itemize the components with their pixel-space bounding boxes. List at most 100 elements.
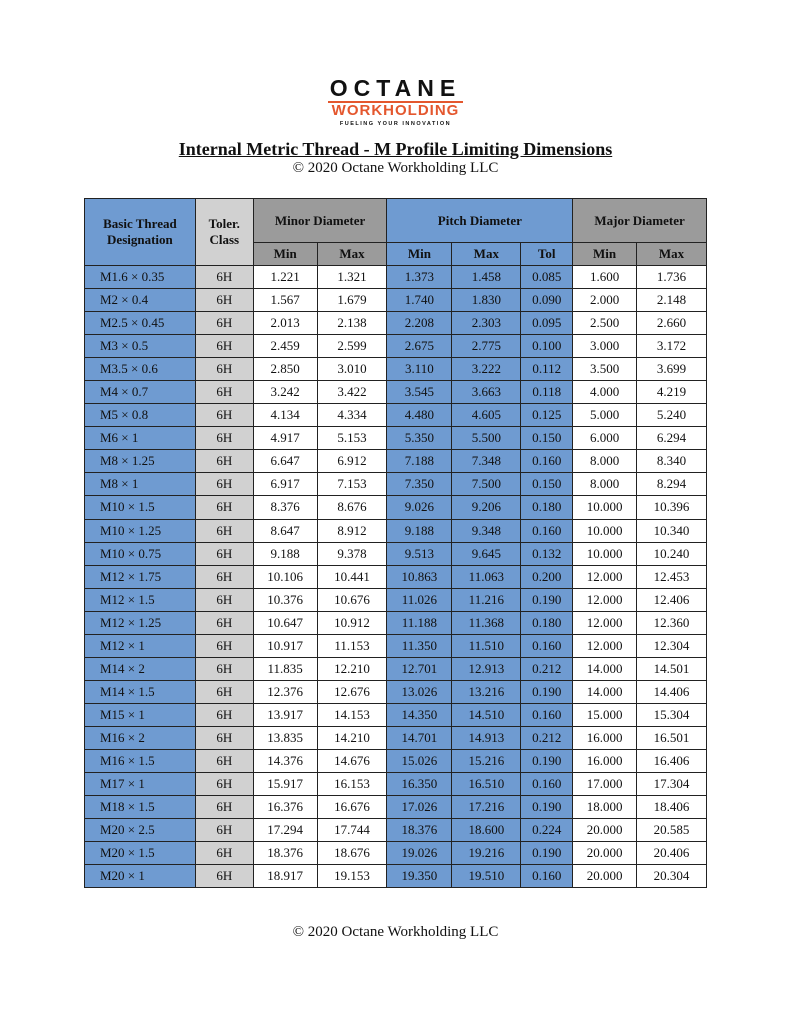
cell-minor-max: 10.676: [316, 587, 388, 612]
cell-minor-max: 4.334: [316, 403, 388, 428]
cell-minor-max: 11.153: [316, 633, 388, 658]
cell-minor-max: 2.138: [316, 311, 388, 336]
cell-class: 6H: [194, 725, 254, 750]
octane-workholding-logo: OCTANE WORKHOLDING FUELING YOUR INNOVATI…: [0, 76, 791, 128]
table-row: M20 × 1 6H 18.917 19.153 19.350 19.510 0.160 20…: [84, 864, 707, 889]
cell-pitch-max: 7.500: [451, 472, 522, 497]
cell-minor-max: 1.679: [316, 288, 388, 313]
cell-minor-min: 1.567: [252, 288, 318, 313]
cell-minor-max: 14.210: [316, 725, 388, 750]
cell-designation: M20 × 1: [84, 864, 196, 889]
cell-major-min: 16.000: [572, 725, 638, 750]
cell-pitch-max: 1.830: [451, 288, 522, 313]
cell-minor-max: 8.676: [316, 495, 388, 520]
cell-designation: M2 × 0.4: [84, 288, 196, 313]
cell-major-max: 15.304: [636, 702, 707, 727]
cell-pitch-max: 1.458: [451, 264, 522, 290]
cell-class: 6H: [194, 633, 254, 658]
cell-pitch-tol: 0.125: [520, 403, 574, 428]
cell-minor-max: 3.422: [316, 380, 388, 405]
header-major-min: Min: [572, 242, 638, 266]
cell-minor-min: 1.221: [252, 264, 318, 290]
cell-class: 6H: [194, 841, 254, 866]
cell-designation: M14 × 1.5: [84, 679, 196, 704]
cell-designation: M20 × 1.5: [84, 841, 196, 866]
cell-pitch-tol: 0.190: [520, 587, 574, 612]
cell-pitch-min: 10.863: [386, 564, 453, 589]
cell-major-max: 14.406: [636, 679, 707, 704]
cell-major-min: 16.000: [572, 748, 638, 774]
cell-pitch-max: 13.216: [451, 679, 522, 704]
cell-pitch-min: 17.026: [386, 795, 453, 820]
table-row: M16 × 1.5 6H 14.376 14.676 15.026 15.216 0.190…: [84, 748, 707, 774]
cell-major-min: 20.000: [572, 818, 638, 843]
table-row: M12 × 1.5 6H 10.376 10.676 11.026 11.216 0.190…: [84, 587, 707, 612]
cell-pitch-tol: 0.212: [520, 656, 574, 681]
cell-major-min: 12.000: [572, 610, 638, 635]
cell-pitch-min: 3.110: [386, 357, 453, 382]
cell-class: 6H: [194, 380, 254, 405]
header-pitch-tol: Tol: [520, 242, 574, 266]
cell-minor-max: 12.210: [316, 656, 388, 681]
cell-minor-max: 18.676: [316, 841, 388, 866]
cell-minor-max: 2.599: [316, 334, 388, 359]
cell-pitch-min: 2.675: [386, 334, 453, 359]
cell-pitch-tol: 0.160: [520, 449, 574, 474]
cell-pitch-min: 14.701: [386, 725, 453, 750]
cell-major-min: 8.000: [572, 449, 638, 474]
cell-major-min: 4.000: [572, 380, 638, 405]
cell-pitch-max: 14.510: [451, 702, 522, 727]
footer-copyright: © 2020 Octane Workholding LLC: [292, 924, 499, 940]
cell-pitch-max: 9.206: [451, 495, 522, 520]
cell-major-min: 1.600: [572, 264, 638, 290]
cell-class: 6H: [194, 357, 254, 382]
cell-minor-min: 8.376: [252, 495, 318, 520]
cell-pitch-min: 11.350: [386, 633, 453, 658]
table-row: M2.5 × 0.45 6H 2.013 2.138 2.208 2.303 0.095 2.…: [84, 311, 707, 336]
cell-major-max: 12.406: [636, 587, 707, 612]
table-row: M6 × 1 6H 4.917 5.153 5.350 5.500 0.150 6.000 6.…: [84, 426, 707, 451]
cell-pitch-tol: 0.160: [520, 702, 574, 727]
cell-major-min: 5.000: [572, 403, 638, 428]
cell-minor-max: 16.676: [316, 795, 388, 820]
cell-major-max: 18.406: [636, 795, 707, 820]
cell-major-min: 2.000: [572, 288, 638, 313]
cell-minor-max: 19.153: [316, 864, 388, 889]
cell-pitch-tol: 0.150: [520, 472, 574, 497]
cell-pitch-min: 13.026: [386, 679, 453, 704]
page-title: Internal Metric Thread - M Profile Limit…: [178, 139, 613, 159]
cell-pitch-min: 4.480: [386, 403, 453, 428]
cell-designation: M5 × 0.8: [84, 403, 196, 428]
cell-designation: M15 × 1: [84, 702, 196, 727]
cell-major-max: 12.453: [636, 564, 707, 589]
table-row: M10 × 1.25 6H 8.647 8.912 9.188 9.348 0.160 10.…: [84, 518, 707, 543]
cell-pitch-max: 5.500: [451, 426, 522, 451]
cell-class: 6H: [194, 518, 254, 543]
cell-pitch-min: 14.350: [386, 702, 453, 727]
cell-designation: M18 × 1.5: [84, 795, 196, 820]
cell-major-max: 3.172: [636, 334, 707, 359]
cell-major-max: 20.585: [636, 818, 707, 843]
cell-pitch-tol: 0.112: [520, 357, 574, 382]
cell-pitch-min: 7.350: [386, 472, 453, 497]
cell-pitch-max: 11.063: [451, 564, 522, 589]
cell-pitch-min: 1.740: [386, 288, 453, 313]
cell-minor-max: 9.378: [316, 541, 388, 566]
cell-class: 6H: [194, 564, 254, 589]
cell-major-min: 3.000: [572, 334, 638, 359]
cell-minor-min: 11.835: [252, 656, 318, 681]
header-pitch: Pitch Diameter: [386, 198, 574, 243]
cell-pitch-tol: 0.190: [520, 795, 574, 820]
header-pitch-max: Max: [451, 242, 522, 266]
cell-major-max: 8.294: [636, 472, 707, 497]
header-pitch-min: Min: [386, 242, 453, 266]
logo-name: OCTANE: [329, 75, 462, 101]
cell-pitch-tol: 0.100: [520, 334, 574, 359]
cell-designation: M4 × 0.7: [84, 380, 196, 405]
cell-pitch-min: 12.701: [386, 656, 453, 681]
cell-major-min: 12.000: [572, 633, 638, 658]
cell-minor-min: 10.106: [252, 564, 318, 589]
cell-major-max: 2.148: [636, 288, 707, 313]
cell-minor-min: 17.294: [252, 818, 318, 843]
cell-class: 6H: [194, 495, 254, 520]
